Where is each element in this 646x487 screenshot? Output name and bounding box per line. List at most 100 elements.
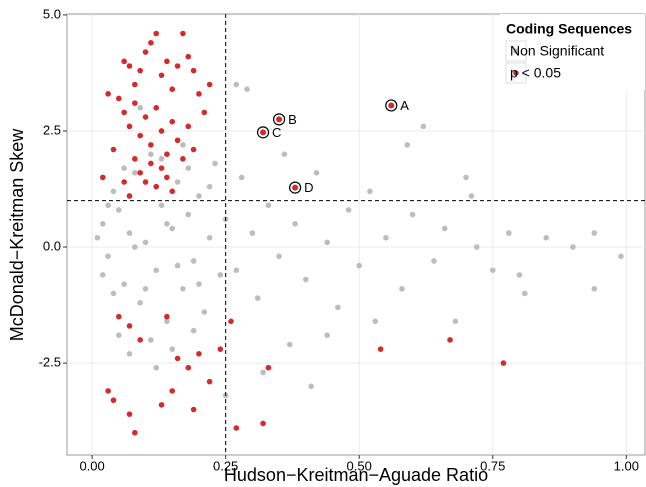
point bbox=[94, 234, 101, 241]
point bbox=[105, 253, 111, 260]
point bbox=[137, 169, 143, 176]
point bbox=[591, 230, 598, 236]
point bbox=[153, 364, 160, 371]
point bbox=[196, 281, 202, 287]
annotation-label: D bbox=[304, 180, 313, 195]
point bbox=[190, 67, 197, 74]
point bbox=[516, 272, 523, 278]
point bbox=[249, 230, 256, 236]
point bbox=[206, 378, 213, 385]
point bbox=[153, 104, 160, 111]
point bbox=[185, 165, 192, 171]
point bbox=[148, 151, 154, 157]
point bbox=[126, 63, 133, 69]
point bbox=[121, 109, 127, 116]
annotation-ring bbox=[272, 113, 286, 126]
legend-label: Non Significant bbox=[510, 43, 604, 59]
point bbox=[126, 230, 133, 236]
point bbox=[174, 179, 181, 185]
point bbox=[158, 402, 165, 408]
point bbox=[126, 123, 133, 130]
point bbox=[142, 114, 149, 120]
point bbox=[180, 142, 186, 148]
point bbox=[105, 388, 111, 394]
point bbox=[158, 165, 165, 171]
point bbox=[169, 346, 176, 352]
point bbox=[244, 86, 250, 93]
point bbox=[110, 146, 117, 153]
annotated-point bbox=[276, 116, 283, 123]
point bbox=[190, 146, 197, 153]
y-tick-label: 0.0 bbox=[43, 238, 61, 253]
annotation-label: C bbox=[272, 125, 281, 140]
point bbox=[335, 304, 341, 311]
point bbox=[126, 411, 133, 417]
point bbox=[276, 253, 282, 260]
point bbox=[110, 290, 117, 297]
y-axis-title: McDonald−Kreitman Skew bbox=[7, 128, 27, 342]
point bbox=[99, 174, 106, 181]
point bbox=[260, 420, 266, 427]
point bbox=[132, 244, 138, 250]
point bbox=[116, 207, 122, 213]
point bbox=[180, 286, 186, 292]
point bbox=[228, 318, 234, 325]
point bbox=[180, 156, 186, 162]
point bbox=[126, 193, 133, 199]
point bbox=[174, 262, 181, 269]
point bbox=[164, 174, 170, 181]
point bbox=[164, 151, 170, 157]
point bbox=[137, 67, 143, 74]
point bbox=[126, 351, 133, 357]
x-tick-label: 1.00 bbox=[614, 458, 639, 473]
point bbox=[377, 346, 384, 352]
point bbox=[164, 221, 170, 227]
point bbox=[212, 160, 218, 167]
x-tick-label: 0.25 bbox=[213, 458, 238, 473]
annotation-label: B bbox=[288, 112, 297, 127]
legend-label: p < 0.05 bbox=[510, 65, 561, 81]
point bbox=[383, 234, 389, 241]
point bbox=[206, 81, 213, 88]
point bbox=[543, 234, 549, 241]
point bbox=[431, 258, 437, 264]
point bbox=[132, 100, 138, 106]
point bbox=[196, 351, 202, 357]
point bbox=[345, 207, 352, 213]
point bbox=[185, 123, 192, 130]
point bbox=[260, 369, 266, 376]
point bbox=[201, 309, 208, 315]
annotation-ring bbox=[256, 126, 270, 139]
point bbox=[121, 58, 127, 65]
point bbox=[324, 239, 330, 246]
point bbox=[505, 230, 512, 236]
point bbox=[148, 160, 154, 167]
point bbox=[233, 81, 240, 88]
x-axis-title: Hudson−Kreitman−Aguade Ratio bbox=[224, 465, 488, 485]
legend-marker bbox=[513, 48, 519, 54]
point bbox=[105, 91, 111, 97]
point bbox=[190, 327, 197, 334]
point bbox=[489, 267, 496, 274]
point bbox=[142, 239, 149, 246]
annotation-label: A bbox=[400, 98, 409, 113]
point bbox=[174, 63, 181, 69]
point bbox=[137, 299, 143, 306]
point bbox=[356, 262, 363, 269]
point bbox=[164, 313, 170, 320]
point bbox=[174, 355, 181, 362]
point bbox=[142, 286, 149, 292]
point bbox=[185, 211, 192, 218]
point bbox=[238, 174, 245, 181]
point bbox=[116, 95, 122, 102]
annotation-ring bbox=[289, 181, 302, 194]
point bbox=[281, 151, 288, 157]
point bbox=[158, 202, 165, 209]
point bbox=[473, 244, 480, 250]
point bbox=[142, 49, 149, 55]
point bbox=[148, 337, 154, 343]
point bbox=[404, 142, 411, 148]
point bbox=[292, 221, 298, 227]
point bbox=[196, 91, 202, 97]
x-tick-label: 0.50 bbox=[347, 458, 372, 473]
